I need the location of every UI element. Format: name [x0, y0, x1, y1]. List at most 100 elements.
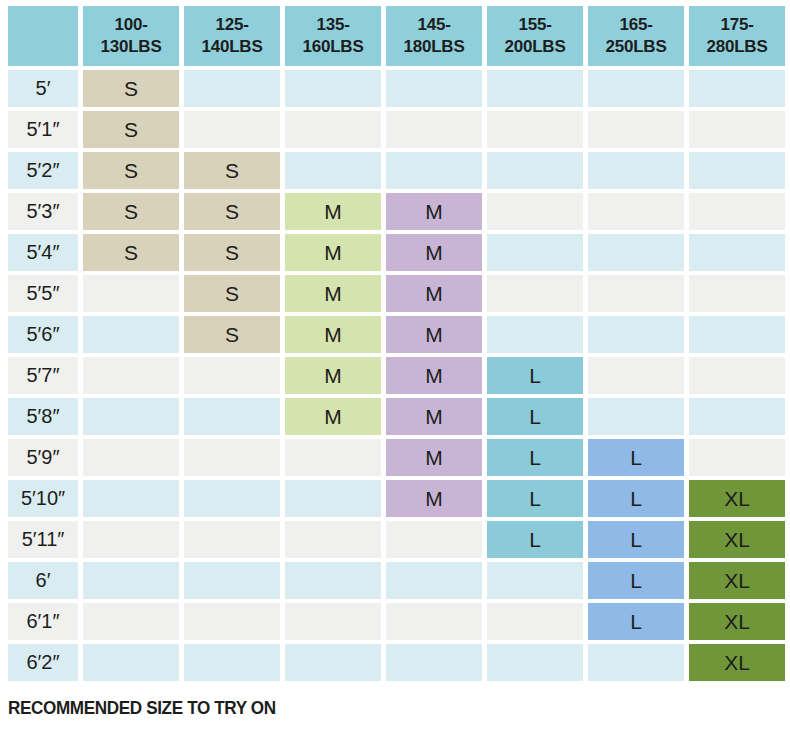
empty-cell	[487, 644, 583, 681]
empty-cell	[386, 152, 482, 189]
table-row: 5′1″S	[8, 111, 785, 148]
table-row: 6′LXL	[8, 562, 785, 599]
size-cell: M	[386, 316, 482, 353]
size-cell: M	[285, 193, 381, 230]
weight-header-text: 250LBS	[588, 36, 684, 58]
height-label: 5′8″	[8, 398, 78, 435]
empty-cell	[487, 562, 583, 599]
corner-cell	[8, 6, 78, 66]
size-cell: L	[487, 521, 583, 558]
weight-header-text: 280LBS	[689, 36, 785, 58]
empty-cell	[285, 439, 381, 476]
height-label: 5′3″	[8, 193, 78, 230]
empty-cell	[689, 398, 785, 435]
height-label: 5′9″	[8, 439, 78, 476]
weight-header-text: 140LBS	[184, 36, 280, 58]
empty-cell	[83, 644, 179, 681]
height-label: 5′7″	[8, 357, 78, 394]
size-cell: L	[487, 357, 583, 394]
empty-cell	[184, 70, 280, 107]
weight-header: 175-280LBS	[689, 6, 785, 66]
empty-cell	[83, 521, 179, 558]
height-label: 5′10″	[8, 480, 78, 517]
weight-header-text: 155-	[487, 14, 583, 36]
size-cell: S	[83, 234, 179, 271]
table-row: 5′3″SSMM	[8, 193, 785, 230]
empty-cell	[184, 111, 280, 148]
empty-cell	[487, 234, 583, 271]
empty-cell	[386, 70, 482, 107]
size-cell: M	[386, 439, 482, 476]
empty-cell	[588, 275, 684, 312]
size-cell: S	[184, 193, 280, 230]
empty-cell	[588, 316, 684, 353]
size-chart: 100-130LBS125-140LBS135-160LBS145-180LBS…	[0, 0, 790, 740]
empty-cell	[83, 316, 179, 353]
empty-cell	[588, 357, 684, 394]
size-cell: M	[386, 357, 482, 394]
empty-cell	[487, 152, 583, 189]
size-cell: M	[285, 234, 381, 271]
size-cell: M	[386, 398, 482, 435]
size-cell: XL	[689, 480, 785, 517]
empty-cell	[487, 603, 583, 640]
table-row: 6′2″XL	[8, 644, 785, 681]
size-cell: L	[487, 439, 583, 476]
size-cell: XL	[689, 562, 785, 599]
size-cell: XL	[689, 603, 785, 640]
height-label: 6′2″	[8, 644, 78, 681]
table-row: 5′11″LLXL	[8, 521, 785, 558]
weight-header: 100-130LBS	[83, 6, 179, 66]
empty-cell	[83, 562, 179, 599]
size-cell: L	[588, 480, 684, 517]
size-cell: XL	[689, 521, 785, 558]
table-row: 5′6″SMM	[8, 316, 785, 353]
empty-cell	[285, 644, 381, 681]
weight-header-text: 145-	[386, 14, 482, 36]
weight-header-text: 200LBS	[487, 36, 583, 58]
empty-cell	[285, 521, 381, 558]
size-cell: L	[487, 398, 583, 435]
weight-header-text: 100-	[83, 14, 179, 36]
weight-header-text: 165-	[588, 14, 684, 36]
weight-header: 155-200LBS	[487, 6, 583, 66]
empty-cell	[386, 521, 482, 558]
height-label: 5′2″	[8, 152, 78, 189]
empty-cell	[689, 70, 785, 107]
weight-header-row: 100-130LBS125-140LBS135-160LBS145-180LBS…	[8, 6, 785, 66]
size-cell: M	[386, 193, 482, 230]
empty-cell	[83, 439, 179, 476]
size-cell: M	[285, 357, 381, 394]
size-cell: M	[386, 480, 482, 517]
empty-cell	[285, 480, 381, 517]
weight-header-text: 135-	[285, 14, 381, 36]
empty-cell	[588, 234, 684, 271]
empty-cell	[588, 152, 684, 189]
size-chart-table: 100-130LBS125-140LBS135-160LBS145-180LBS…	[3, 2, 790, 685]
height-label: 5′	[8, 70, 78, 107]
empty-cell	[386, 644, 482, 681]
empty-cell	[588, 111, 684, 148]
empty-cell	[83, 357, 179, 394]
empty-cell	[184, 439, 280, 476]
weight-header: 165-250LBS	[588, 6, 684, 66]
size-cell: S	[83, 152, 179, 189]
weight-header: 145-180LBS	[386, 6, 482, 66]
weight-header: 135-160LBS	[285, 6, 381, 66]
size-cell: M	[285, 398, 381, 435]
empty-cell	[487, 316, 583, 353]
table-body: 5′S5′1″S5′2″SS5′3″SSMM5′4″SSMM5′5″SMM5′6…	[8, 70, 785, 681]
table-row: 5′7″MML	[8, 357, 785, 394]
empty-cell	[184, 603, 280, 640]
table-row: 5′S	[8, 70, 785, 107]
weight-header-text: 175-	[689, 14, 785, 36]
size-cell: M	[285, 275, 381, 312]
empty-cell	[487, 193, 583, 230]
empty-cell	[689, 111, 785, 148]
table-row: 5′2″SS	[8, 152, 785, 189]
empty-cell	[689, 275, 785, 312]
size-cell: S	[184, 316, 280, 353]
empty-cell	[83, 480, 179, 517]
empty-cell	[689, 234, 785, 271]
empty-cell	[588, 193, 684, 230]
